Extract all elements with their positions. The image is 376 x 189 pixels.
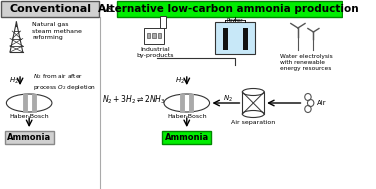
Text: Conventional: Conventional [9, 4, 91, 14]
Text: Haber-Bosch: Haber-Bosch [167, 114, 206, 119]
FancyBboxPatch shape [162, 131, 211, 144]
FancyBboxPatch shape [215, 22, 255, 54]
Text: vs.: vs. [102, 4, 116, 14]
FancyBboxPatch shape [117, 1, 342, 17]
Text: $H_2$: $H_2$ [176, 76, 185, 86]
Text: Air separation: Air separation [231, 120, 275, 125]
Text: $N_2$: $N_2$ [223, 94, 233, 104]
Ellipse shape [243, 88, 264, 95]
Text: Haber-Bosch: Haber-Bosch [9, 114, 49, 119]
Ellipse shape [164, 94, 209, 112]
Text: $N_2 + 3H_2 \rightleftharpoons 2NH_3$: $N_2 + 3H_2 \rightleftharpoons 2NH_3$ [102, 94, 166, 106]
Bar [160, 16, 166, 28]
Bar [243, 92, 264, 114]
Ellipse shape [6, 94, 52, 112]
Text: Ammonia: Ammonia [165, 132, 209, 142]
FancyBboxPatch shape [5, 131, 54, 144]
Text: Alternative low-carbon ammonia production: Alternative low-carbon ammonia productio… [99, 4, 359, 14]
Bar [158, 33, 161, 38]
Bar [152, 33, 156, 38]
Bar [243, 28, 248, 50]
Text: Ammonia: Ammonia [7, 132, 51, 142]
Text: Water electrolysis
with renewable
energy resources: Water electrolysis with renewable energy… [280, 54, 332, 71]
Bar [223, 28, 228, 50]
Text: Power: Power [227, 18, 243, 22]
Text: $N_2$ from air after
process $O_2$ depletion: $N_2$ from air after process $O_2$ deple… [33, 72, 96, 92]
Text: $H_2$: $H_2$ [9, 76, 19, 86]
Text: Air: Air [317, 100, 327, 106]
FancyBboxPatch shape [1, 1, 99, 17]
Bar [147, 33, 150, 38]
Text: Industrial
by-products: Industrial by-products [136, 47, 174, 58]
Text: Natural gas
steam methane
reforming: Natural gas steam methane reforming [32, 22, 82, 40]
Ellipse shape [243, 111, 264, 118]
Bar [144, 28, 164, 44]
